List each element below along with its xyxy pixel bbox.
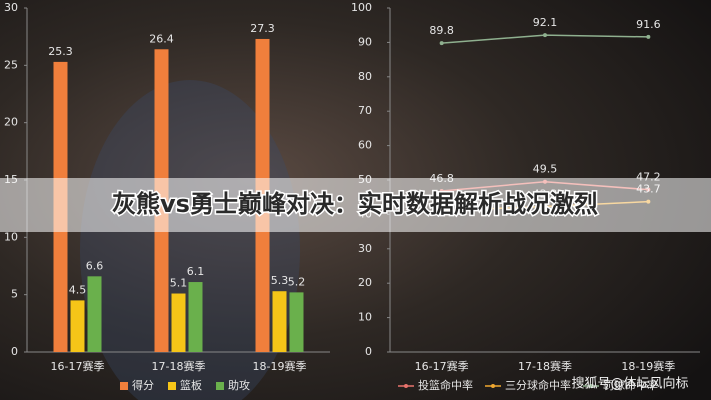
x-tick-label: 18-19赛季 xyxy=(621,359,675,373)
legend-label: 助攻 xyxy=(228,378,250,392)
legend-swatch-dot xyxy=(491,384,495,388)
banner-band xyxy=(0,178,711,232)
player-silhouette xyxy=(80,80,300,400)
y-tick-label: 100 xyxy=(351,1,372,14)
value-label: 27.3 xyxy=(250,22,275,35)
legend-swatch-dot xyxy=(404,384,408,388)
legend-label: 投篮命中率 xyxy=(418,378,473,392)
watermark: 搜狐号@体坛风向标 xyxy=(571,376,688,392)
line-point xyxy=(439,41,444,46)
line-point xyxy=(543,33,547,38)
value-label: 91.6 xyxy=(636,18,661,31)
y-tick-label: 90 xyxy=(358,35,372,48)
legend-label: 罚球命中率 xyxy=(603,378,658,392)
y-tick-label: 20 xyxy=(358,276,372,289)
value-label: 5.2 xyxy=(288,275,306,288)
legend-label: 三分球命中率 xyxy=(505,378,571,392)
y-tick-label: 10 xyxy=(4,230,18,243)
bar xyxy=(171,293,186,352)
y-tick-label: 10 xyxy=(358,311,372,324)
value-label: 26.4 xyxy=(149,32,174,45)
value-label: 49.5 xyxy=(533,163,558,176)
line-point xyxy=(646,34,651,39)
value-label: 25.3 xyxy=(48,45,73,58)
legend-label: 篮板 xyxy=(180,378,202,392)
value-label: 5.1 xyxy=(170,277,188,290)
bar xyxy=(70,300,85,352)
legend-swatch xyxy=(120,382,128,390)
y-tick-label: 70 xyxy=(358,104,372,117)
y-tick-label: 0 xyxy=(11,345,18,358)
y-tick-label: 0 xyxy=(365,345,372,358)
legend-label: 得分 xyxy=(132,379,154,392)
y-tick-label: 25 xyxy=(4,58,18,71)
value-label: 6.1 xyxy=(187,265,205,278)
legend-swatch-dot xyxy=(589,384,593,388)
y-tick-label: 80 xyxy=(358,70,372,83)
x-tick-label: 17-18赛季 xyxy=(152,359,206,373)
y-tick-label: 30 xyxy=(4,1,18,14)
y-tick-label: 30 xyxy=(358,242,372,255)
legend-swatch xyxy=(216,382,224,390)
bar xyxy=(87,276,102,352)
x-tick-label: 16-17赛季 xyxy=(51,359,105,373)
y-tick-label: 20 xyxy=(4,116,18,129)
x-tick-label: 16-17赛季 xyxy=(415,359,469,373)
x-tick-label: 17-18赛季 xyxy=(518,359,572,373)
bar xyxy=(188,282,203,352)
value-label: 5.3 xyxy=(271,274,289,287)
value-label: 89.8 xyxy=(429,24,454,37)
value-label: 6.6 xyxy=(86,259,104,272)
x-tick-label: 18-19赛季 xyxy=(253,359,307,373)
bar xyxy=(289,292,304,352)
value-label: 92.1 xyxy=(533,16,558,29)
banner-title: 灰熊vs勇士巅峰对决：实时数据解析战况激烈 xyxy=(112,190,598,218)
y-tick-label: 60 xyxy=(358,139,372,152)
legend-swatch xyxy=(168,382,176,390)
y-tick-label: 5 xyxy=(11,288,18,301)
bar xyxy=(272,291,287,352)
value-label: 4.5 xyxy=(69,283,87,296)
